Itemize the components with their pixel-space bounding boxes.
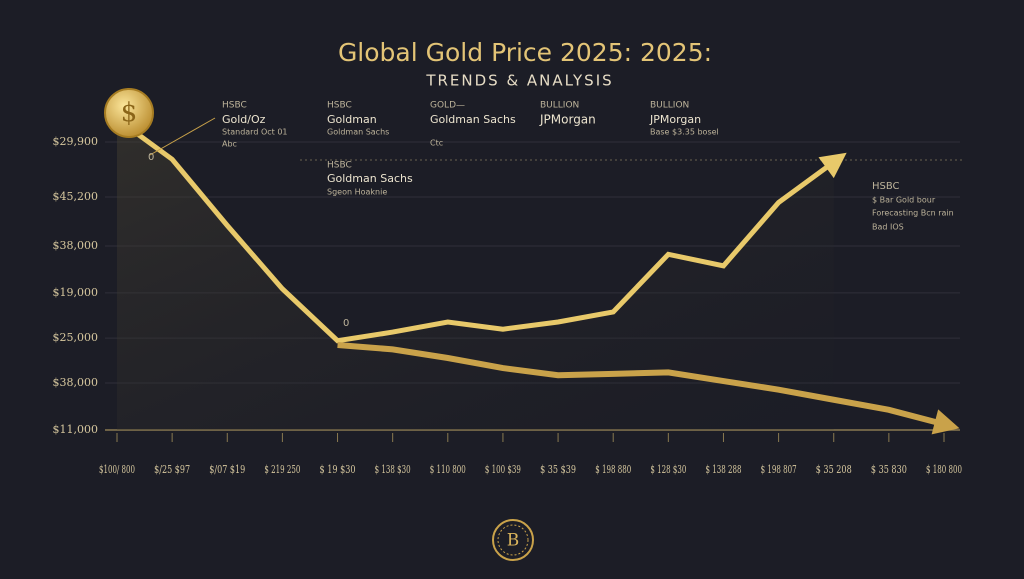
annotation: Abc xyxy=(222,140,237,149)
coin-symbol: $ xyxy=(121,98,138,128)
coin-inner xyxy=(497,524,529,556)
annotation: Sgeon Hoaknie xyxy=(327,188,387,197)
series-line xyxy=(115,116,836,344)
y-tick-label: $45,200 xyxy=(53,190,99,203)
arrow-head xyxy=(931,409,960,435)
x-tick-label: $ 100 $39 xyxy=(485,463,521,476)
x-tick-label: $/25 $97 xyxy=(154,463,190,476)
annotation: Gold/Oz xyxy=(222,113,266,126)
annotation: Goldman Sachs xyxy=(327,128,389,137)
annotation: BULLION xyxy=(540,101,579,111)
x-tick-label: $ 180 800 xyxy=(926,463,962,476)
coin xyxy=(104,87,154,138)
x-tick-label: $ 198 807 xyxy=(761,463,797,476)
x-tick-label: $ 128 $30 xyxy=(650,463,686,476)
footer-coin: B xyxy=(492,519,534,561)
series-line xyxy=(337,342,945,428)
coin-ring xyxy=(492,519,534,561)
annotation: HSBC xyxy=(327,101,352,111)
x-tick-label: $ 35 208 xyxy=(816,463,852,476)
x-tick-label: $ 138 $30 xyxy=(375,463,411,476)
annotation: $ Bar Gold bour xyxy=(872,196,936,205)
chart-title: Global Gold Price 2025: 2025: xyxy=(338,38,712,67)
x-tick-label: $ 35 830 xyxy=(871,463,907,476)
y-tick-label: $19,000 xyxy=(53,286,99,299)
footer-symbol: B xyxy=(507,531,520,551)
annotation: GOLD— xyxy=(430,101,465,111)
x-tick-label: $ 19 $30 xyxy=(320,463,356,476)
annotation: 0 xyxy=(343,318,349,329)
annotation: Forecasting Bcn rain xyxy=(872,209,954,218)
x-tick-label: $ 138 288 xyxy=(705,463,741,476)
y-tick-label: $25,000 xyxy=(53,331,99,344)
annotation: JPMorgan xyxy=(649,113,701,126)
y-tick-label: $11,000 xyxy=(53,423,99,436)
x-tick-label: $ 219 250 xyxy=(264,463,300,476)
x-tick-label: $100/ 800 xyxy=(99,463,135,476)
y-tick-label: $29,900 xyxy=(53,135,99,148)
plot: $29,900 $45,200 $38,000 $19,000 $25,000 $38,0… xyxy=(53,87,962,476)
x-tick-label: $ 35 $39 xyxy=(540,463,576,476)
annotation: JPMorgan xyxy=(539,113,596,127)
x-tick-label: $ 198 880 xyxy=(595,463,631,476)
x-tick-label: $/07 $19 xyxy=(209,463,245,476)
y-tick-label: $38,000 xyxy=(53,376,99,389)
x-tick-label: $ 110 800 xyxy=(430,463,466,476)
annotation: Ctc xyxy=(430,139,443,148)
annotation: Goldman xyxy=(327,113,377,126)
annotation: Standard Oct 01 xyxy=(222,128,288,137)
annotation: HSBC xyxy=(327,161,352,171)
arrow-head xyxy=(818,152,847,179)
pointer xyxy=(149,117,216,156)
annotation: 0 xyxy=(148,152,154,163)
area xyxy=(117,118,834,431)
chart-subtitle: TRENDS & ANALYSIS xyxy=(425,72,613,90)
annotation: HSBC xyxy=(222,101,247,111)
annotation: HSBC xyxy=(872,181,900,192)
annotation: Goldman Sachs xyxy=(430,113,516,126)
annotation: Goldman Sachs xyxy=(327,172,413,185)
annotation: Base $3.35 bosel xyxy=(650,128,719,137)
annotation: Bad IOS xyxy=(872,223,904,232)
y-tick-label: $38,000 xyxy=(53,239,99,252)
annotation: BULLION xyxy=(650,101,689,111)
